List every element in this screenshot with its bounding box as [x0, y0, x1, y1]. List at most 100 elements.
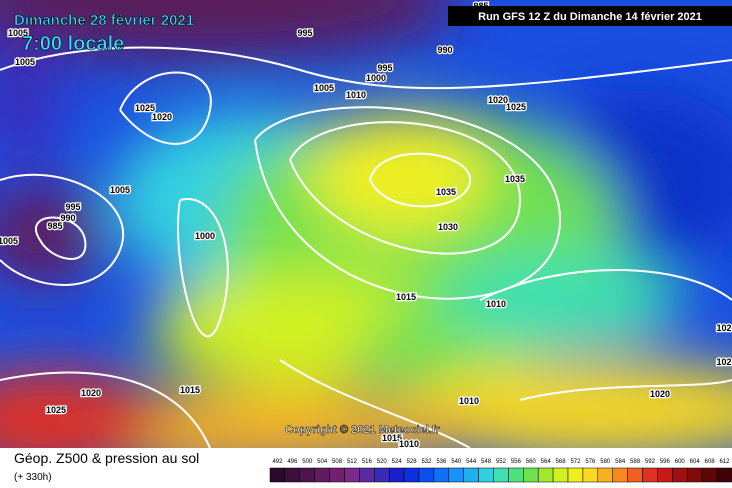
isobar-label: 990	[437, 45, 452, 55]
isobar-label: 1025	[135, 103, 155, 113]
legend-label: 520	[377, 459, 388, 465]
legend-label: 568	[556, 459, 567, 465]
legend: 492 496 500 504 508 512 516 520 524 528 532 536 540 5…	[269, 459, 732, 483]
legend-label: 548	[481, 459, 492, 465]
legend-swatch	[657, 467, 673, 483]
legend-label: 528	[407, 459, 418, 465]
legend-swatch	[284, 467, 301, 483]
isobar-label: 1010	[399, 439, 419, 449]
date: Dimanche 28 février 2021	[14, 12, 194, 29]
isobar-label: 1010	[486, 299, 506, 309]
legend-swatch	[537, 467, 554, 483]
legend-swatch	[672, 467, 688, 483]
legend-label: 572	[570, 459, 581, 465]
legend-label: 608	[705, 459, 716, 465]
legend-swatch	[314, 467, 330, 483]
legend-label: 516	[362, 459, 373, 465]
legend-swatch	[478, 467, 494, 483]
legend-label: 508	[332, 459, 343, 465]
legend-label: 512	[347, 459, 358, 465]
legend-swatch	[597, 467, 613, 483]
isobar-label: 1010	[459, 396, 479, 406]
legend-swatch	[374, 467, 390, 483]
legend-label: 596	[660, 459, 671, 465]
legend-swatch	[686, 467, 703, 483]
legend-swatch	[627, 467, 643, 483]
legend-swatch	[701, 467, 718, 483]
legend-label: 612	[719, 459, 730, 465]
isobar-label: 1035	[436, 187, 456, 197]
legend-swatch	[716, 467, 732, 483]
legend-label: 584	[615, 459, 626, 465]
legend-label: 556	[511, 459, 522, 465]
isobar-label: 1030	[438, 222, 458, 232]
isobar-label: 1020	[488, 95, 508, 105]
footer-lead: (+ 330h)	[14, 472, 52, 483]
legend-label: 552	[496, 459, 507, 465]
legend-label: 532	[421, 459, 432, 465]
legend-swatch	[403, 467, 420, 483]
legend-swatch	[329, 467, 345, 483]
legend-swatch	[433, 467, 450, 483]
legend-swatch	[523, 467, 539, 483]
legend-label: 500	[302, 459, 313, 465]
legend-swatch	[359, 467, 375, 483]
isobar-label: 102	[716, 323, 731, 333]
isobar-label: 1020	[650, 389, 670, 399]
isobar-label: 1015	[180, 385, 200, 395]
legend-label: 540	[451, 459, 462, 465]
isobar-label: 1020	[152, 112, 172, 122]
isobar-label: 1025	[46, 405, 66, 415]
isobar-label: 1015	[382, 433, 402, 443]
legend-swatch	[344, 467, 360, 483]
isobar-label: 1005	[110, 185, 130, 195]
legend-swatch	[269, 467, 286, 483]
isobar-label: 1025	[506, 102, 526, 112]
legend-label: 536	[436, 459, 447, 465]
legend-label: 588	[630, 459, 641, 465]
isobar-label: 995	[377, 63, 392, 73]
legend-swatch	[493, 467, 509, 483]
isobar-label: 1005	[0, 236, 18, 246]
legend-swatch	[299, 467, 315, 483]
legend-label: 504	[317, 459, 328, 465]
legend-swatch	[642, 467, 658, 483]
isobar-label: 1000	[195, 231, 215, 241]
isobar-label: 990	[60, 213, 75, 223]
legend-swatch	[582, 467, 599, 483]
legend-swatch	[567, 467, 584, 483]
legend-swatch	[448, 467, 464, 483]
isobar-label: 1005	[8, 28, 28, 38]
legend-swatch	[418, 467, 435, 483]
copyright: Copyright © 2021 Meteociel.fr	[285, 424, 441, 436]
field	[0, 0, 732, 448]
legend-swatch	[463, 467, 479, 483]
isobar-label: 1005	[15, 57, 35, 67]
legend-label: 560	[526, 459, 537, 465]
run-box	[448, 6, 732, 26]
isobar-label: 1000	[366, 73, 386, 83]
isobar-label: 1010	[346, 90, 366, 100]
isobar-label: 985	[47, 221, 62, 231]
run-info: Run GFS 12 Z du Dimanche 14 février 2021	[478, 11, 702, 23]
isobar-label: 1005	[314, 83, 334, 93]
legend-label: 496	[287, 459, 298, 465]
legend-label: 544	[466, 459, 477, 465]
isobar-label: 102	[716, 357, 731, 367]
legend-label: 600	[675, 459, 686, 465]
legend-swatch	[552, 467, 569, 483]
legend-label: 564	[541, 459, 552, 465]
legend-swatch	[612, 467, 628, 483]
legend-label: 524	[392, 459, 403, 465]
legend-label: 492	[272, 459, 283, 465]
time: 7:00 locale	[22, 33, 124, 55]
legend-swatch	[388, 467, 405, 483]
legend-label: 604	[690, 459, 701, 465]
isobar-label: 995	[65, 202, 80, 212]
legend-label: 576	[585, 459, 596, 465]
legend-swatch	[508, 467, 524, 483]
isobar-label: 1015	[396, 292, 416, 302]
legend-label: 580	[600, 459, 611, 465]
